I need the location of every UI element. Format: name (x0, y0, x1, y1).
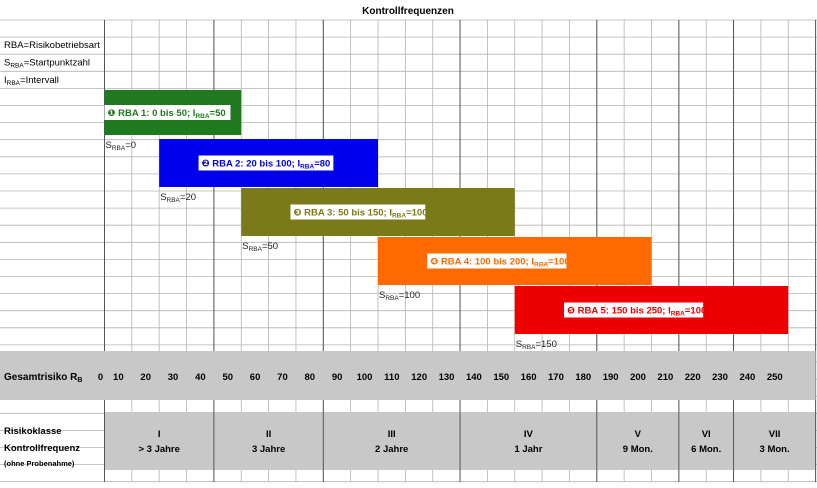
start-label-rba-3: SRBA=50 (242, 241, 278, 253)
start-label-rba-2: SRBA=20 (160, 192, 196, 204)
frequency-class-5: 9 Mon. (623, 444, 653, 455)
x-tick-20: 20 (140, 372, 151, 383)
band-label-box (104, 105, 231, 120)
risk-class-3: III (388, 429, 396, 440)
x-tick-80: 80 (305, 372, 316, 383)
x-tick-160: 160 (521, 372, 537, 383)
x-tick-200: 200 (630, 372, 646, 383)
x-tick-130: 130 (439, 372, 455, 383)
x-tick-70: 70 (277, 372, 288, 383)
band-label-box (290, 204, 426, 220)
legend-entry: RBA=Risikobetriebsart (4, 40, 100, 51)
x-tick-150: 150 (493, 372, 509, 383)
band-label-rba-2: ❷ RBA 2: 20 bis 100; IRBA=80 (202, 159, 331, 171)
x-tick-100: 100 (357, 372, 373, 383)
frequency-class-6: 6 Mon. (691, 444, 721, 455)
x-tick-50: 50 (222, 372, 233, 383)
x-tick-110: 110 (384, 372, 399, 383)
frequency-row-label: Kontrollfrequenz (4, 443, 80, 454)
x-tick-180: 180 (575, 372, 591, 383)
risk-class-1: I (158, 429, 161, 440)
band-label-rba-4: ❹ RBA 4: 100 bis 200; IRBA=100 (430, 257, 569, 269)
sampling-note: (ohne Probenahme) (4, 459, 75, 468)
start-label-rba-4: SRBA=100 (379, 290, 420, 302)
risk-class-5: V (635, 429, 642, 440)
x-tick-210: 210 (657, 372, 673, 383)
x-tick-30: 30 (168, 372, 179, 383)
risk-class-2: II (266, 429, 271, 440)
risk-class-4: IV (524, 429, 534, 440)
legend-entry: SRBA=Startpunktzahl (4, 58, 90, 70)
band-label-box (198, 155, 334, 171)
x-tick-250: 250 (767, 372, 783, 383)
x-tick-170: 170 (548, 372, 564, 383)
band-label-rba-5: ❺ RBA 5: 150 bis 250; IRBA=100 (567, 306, 706, 318)
x-tick-120: 120 (411, 372, 427, 383)
frequency-class-4: 1 Jahr (514, 444, 542, 455)
x-tick-190: 190 (603, 372, 619, 383)
band-label-rba-1: ❶ RBA 1: 0 bis 50; IRBA=50 (108, 108, 226, 120)
start-label-rba-1: SRBA=0 (106, 140, 137, 152)
x-tick-10: 10 (113, 372, 124, 383)
frequency-class-1: > 3 Jahre (138, 444, 179, 455)
start-label-rba-5: SRBA=150 (516, 339, 557, 351)
risk-class-7: VII (769, 429, 781, 440)
x-tick-90: 90 (332, 372, 343, 383)
gray-panels (0, 351, 817, 470)
text-labels: RBA=Risikobetriebsart SRBA=Startpunktzahl… (4, 40, 790, 468)
axis-panel (0, 351, 816, 400)
chart-title: Kontrollfrequenzen (362, 6, 454, 17)
frequency-class-2: 3 Jahre (252, 444, 285, 455)
x-tick-240: 240 (739, 372, 755, 383)
x-tick-60: 60 (250, 372, 261, 383)
band-label-box (427, 253, 567, 269)
band-label-rba-3: ❸ RBA 3: 50 bis 150; IRBA=100 (293, 208, 427, 220)
band-label-box (563, 302, 704, 318)
x-axis-label: Gesamtrisiko RB (4, 372, 82, 384)
frequency-class-7: 3 Mon. (760, 444, 790, 455)
frequency-class-3: 2 Jahre (375, 444, 408, 455)
x-tick-40: 40 (195, 372, 206, 383)
risk-class-row-label: Risikoklasse (4, 426, 62, 437)
x-tick-230: 230 (712, 372, 728, 383)
x-tick-140: 140 (466, 372, 482, 383)
x-tick-220: 220 (685, 372, 701, 383)
band-bars (104, 90, 789, 334)
legend-entry: IRBA=Intervall (4, 75, 59, 87)
risk-class-6: VI (702, 429, 711, 440)
x-tick-0: 0 (98, 372, 103, 383)
